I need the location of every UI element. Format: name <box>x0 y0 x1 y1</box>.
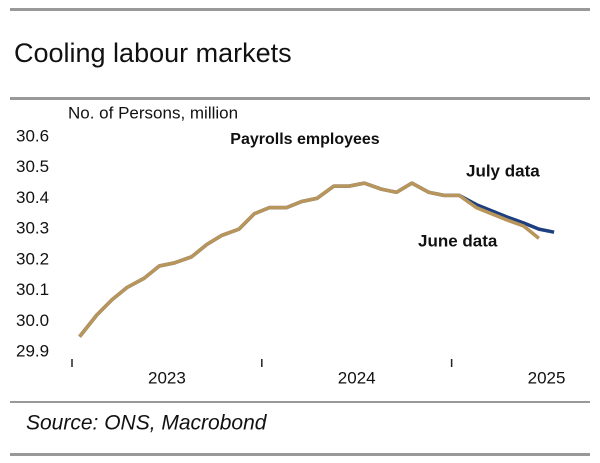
y-tick-label: 30.0 <box>16 311 49 330</box>
y-tick-label: 30.4 <box>16 188 49 207</box>
y-tick-label: 30.3 <box>16 219 49 238</box>
series-line <box>78 181 555 338</box>
y-axis-label: No. of Persons, million <box>68 103 238 122</box>
rule <box>10 97 590 100</box>
top-rule <box>10 8 590 11</box>
rule <box>10 401 590 403</box>
series-label: June data <box>418 231 498 250</box>
annotation: Payrolls employees <box>230 131 380 148</box>
x-tick-label: 2023 <box>148 368 186 387</box>
series-label: July data <box>466 161 540 180</box>
x-tick-label: 2025 <box>528 368 566 387</box>
y-tick-label: 30.5 <box>16 157 49 176</box>
chart-title: Cooling labour markets <box>14 38 292 68</box>
x-tick-label: 2024 <box>338 368 376 387</box>
series-line <box>78 181 541 338</box>
y-tick-label: 30.2 <box>16 249 49 268</box>
source: Source: ONS, Macrobond <box>26 412 268 435</box>
y-tick-label: 30.1 <box>16 280 49 299</box>
y-tick-label: 30.6 <box>16 126 49 145</box>
y-tick-label: 29.9 <box>16 341 49 360</box>
bottom-rule <box>10 453 590 456</box>
